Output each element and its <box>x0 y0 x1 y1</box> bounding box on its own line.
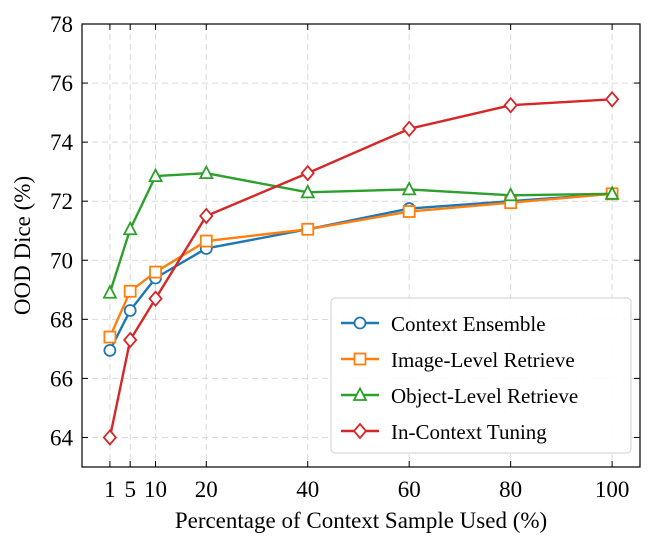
x-tick-label: 40 <box>296 477 319 502</box>
legend-marker <box>353 352 367 366</box>
legend-label: In-Context Tuning <box>391 420 547 444</box>
y-tick-label: 74 <box>50 130 74 155</box>
legend-marker <box>352 422 368 440</box>
y-tick-label: 76 <box>50 71 73 96</box>
data-point <box>604 185 620 200</box>
series-line <box>108 98 613 438</box>
legend-item: Context Ensemble <box>341 312 546 336</box>
legend-item: Image-Level Retrieve <box>341 348 575 372</box>
x-tick-label: 60 <box>398 477 421 502</box>
y-tick-label: 66 <box>50 366 73 391</box>
y-tick-label: 64 <box>50 425 74 450</box>
legend-box <box>330 297 632 454</box>
plot-frame <box>81 23 641 468</box>
x-axis-label: Percentage of Context Sample Used (%) <box>175 508 547 533</box>
data-point <box>402 120 417 138</box>
series-group <box>102 90 620 446</box>
data-point <box>604 90 620 108</box>
series-4 <box>102 90 620 446</box>
data-point <box>102 429 118 446</box>
x-tick-label: 1 <box>104 477 116 502</box>
x-tick-label: 80 <box>499 477 522 502</box>
y-tick-label: 70 <box>50 248 73 273</box>
data-point <box>122 220 138 236</box>
legend-label: Object-Level Retrieve <box>391 384 578 408</box>
series-3 <box>102 164 620 299</box>
data-point <box>401 180 417 196</box>
data-point <box>148 167 164 182</box>
data-point <box>503 186 519 202</box>
data-point <box>301 222 315 236</box>
legend-marker <box>353 316 367 330</box>
data-point <box>199 234 213 248</box>
data-point <box>103 343 117 357</box>
legend-label: Context Ensemble <box>391 312 546 336</box>
data-point <box>503 96 518 114</box>
y-tick-label: 78 <box>50 12 73 37</box>
data-point <box>149 265 162 279</box>
series-line <box>108 192 613 351</box>
axis-ticks: 1 5 10 20 40 60 80 100 64 66 68 70 72 74 76 78 <box>50 12 640 502</box>
data-point <box>198 164 214 180</box>
x-tick-label: 10 <box>144 477 167 502</box>
legend-item: In-Context Tuning <box>341 420 547 444</box>
data-point <box>199 207 214 225</box>
data-point <box>103 330 117 344</box>
legend-item: Object-Level Retrieve <box>341 384 578 408</box>
data-point <box>123 331 138 349</box>
y-tick-label: 68 <box>50 307 73 332</box>
data-point <box>102 284 118 299</box>
legend-label: Image-Level Retrieve <box>391 348 575 372</box>
data-point <box>300 183 316 199</box>
legend: Context Ensemble Image-Level Retrieve Obje… <box>330 297 632 454</box>
data-point <box>123 284 137 298</box>
series-line <box>108 171 613 294</box>
x-tick-label: 20 <box>195 477 218 502</box>
legend-marker <box>352 386 368 401</box>
x-tick-label: 100 <box>595 477 630 502</box>
data-point <box>148 290 163 308</box>
data-point <box>402 205 416 218</box>
data-point <box>123 304 137 317</box>
y-axis-label: OOD Dice (%) <box>10 176 35 315</box>
data-point <box>300 164 315 182</box>
x-tick-label: 5 <box>124 477 136 502</box>
y-tick-label: 72 <box>50 189 73 214</box>
